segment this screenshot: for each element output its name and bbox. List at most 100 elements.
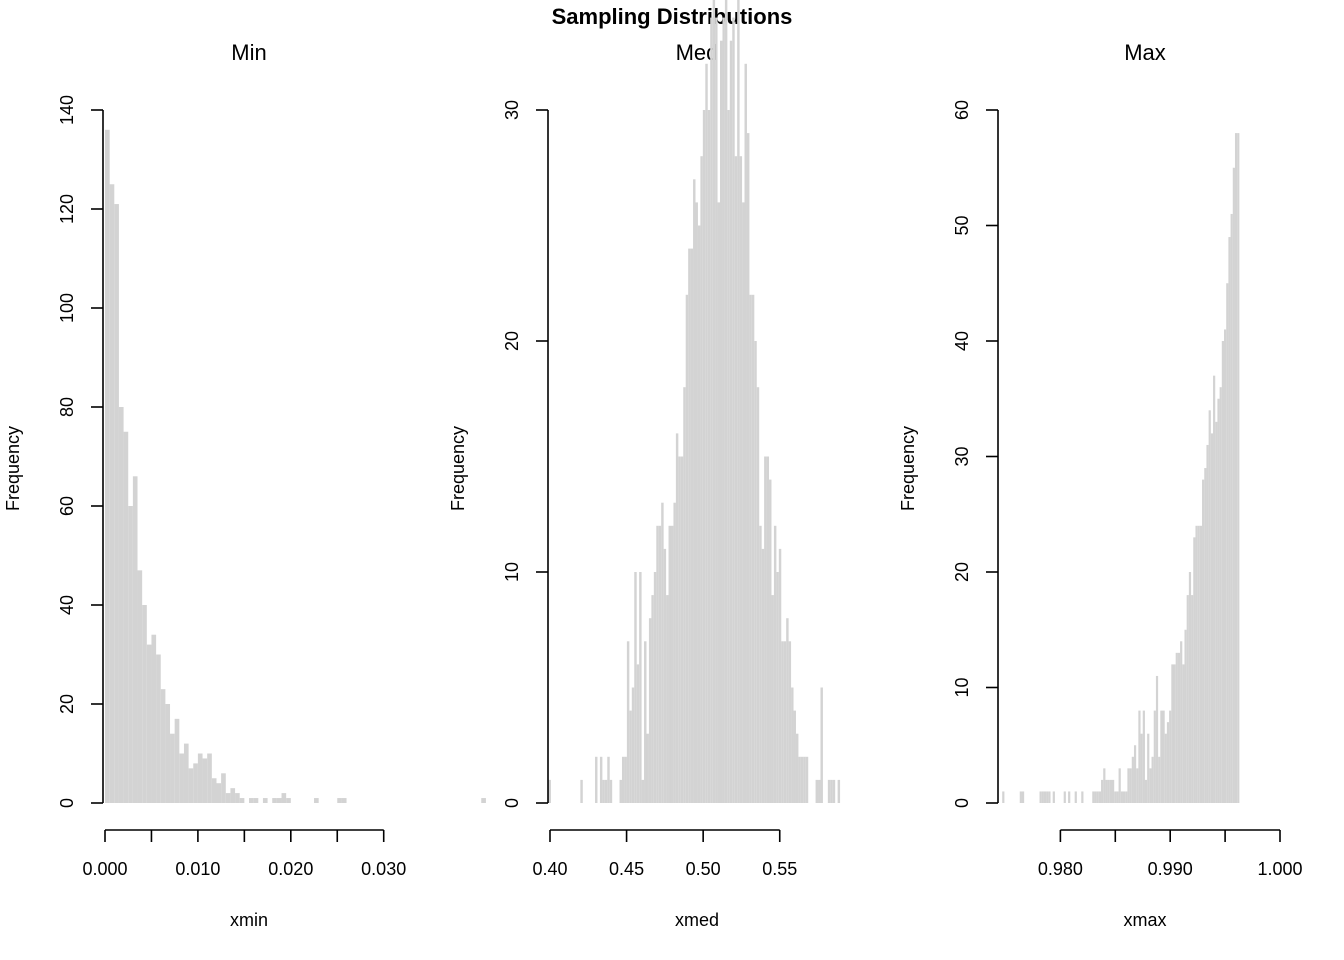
x-axis: 0.000 0.010 0.020 0.030 xmin [82,829,406,930]
y-tick-label: 0 [502,798,522,808]
histogram-bar [675,433,679,803]
y-tick-label: 10 [952,677,972,697]
histogram-bar [123,431,129,803]
histogram-bar [1169,710,1172,803]
histogram-bar [230,788,236,803]
histogram-bar [670,525,674,803]
histogram-bar [165,704,171,803]
histogram-bar [1052,791,1055,803]
y-tick-label: 60 [952,100,972,120]
histogram-bar [341,798,347,803]
histogram-bar [207,753,212,803]
histogram-bar [1147,733,1150,803]
histogram-bar [727,110,730,803]
histogram-bar [803,756,806,803]
histogram-bar [749,294,752,803]
histogram-bar [1232,167,1235,803]
histogram-bar [771,595,774,803]
histogram-bar [1039,791,1042,803]
bars [105,129,486,804]
y-tick-label: 120 [57,194,77,224]
histogram-bar [1144,779,1148,803]
x-axis-label: xmin [230,910,268,930]
histogram-bar [739,156,743,803]
histogram-bar [678,456,681,803]
histogram-bar [634,572,637,803]
histogram-bar [761,548,765,803]
histogram-bar [781,641,784,803]
figure-title: Sampling Distributions [552,4,793,29]
histogram-bar [641,779,645,803]
histogram-bar [225,793,231,803]
histogram-bar [805,756,809,803]
histogram-bar [783,641,787,803]
histogram-bar [661,502,664,803]
histogram-bar [658,525,662,803]
histogram-bar [827,779,831,803]
histogram-bar [769,479,772,803]
histogram-bar [216,783,222,803]
x-tick-label: 1.000 [1257,859,1302,879]
histogram-bar [766,456,770,803]
histogram-bar [179,753,184,803]
y-tick-label: 10 [502,562,522,582]
histogram-bar [604,779,608,803]
histogram-bar [1158,756,1161,803]
histogram-bar [1234,133,1238,804]
histogram-bar [690,248,694,804]
histogram-bar [146,644,152,803]
histogram-bar [720,40,723,803]
histogram-bar [1105,779,1108,803]
x-axis: 0.40 0.45 0.50 0.55 xmed [532,829,797,930]
histogram-bar [1171,664,1174,803]
histogram-bar [105,129,110,804]
histogram-bar [683,387,686,803]
histogram-bar [211,778,217,803]
histogram-bar [1098,791,1102,803]
histogram-bar [1092,791,1095,803]
x-tick-label: 0.990 [1148,859,1193,879]
y-tick-label: 50 [952,215,972,235]
histogram-bar [602,779,605,803]
panel-title: Min [231,40,266,65]
histogram-bar [631,687,635,803]
histogram-bar [644,641,647,803]
panel-title: Max [1124,40,1166,65]
histogram-bar [253,798,259,803]
y-tick-label: 80 [57,397,77,417]
y-axis-label: Frequency [3,426,23,511]
histogram-bar [778,548,782,803]
y-tick-label: 20 [952,562,972,582]
histogram-bar [1096,791,1099,803]
histogram-bar [820,687,823,803]
histogram-bar [607,756,610,803]
histogram-bar [1151,756,1154,803]
histogram-bar [1107,779,1110,803]
x-tick-label: 0.50 [686,859,721,879]
histogram-bar [1219,387,1222,803]
x-axis-label: xmed [675,910,719,930]
y-tick-label: 100 [57,293,77,323]
x-tick-label: 0.030 [361,859,406,879]
histogram-bar [1164,733,1167,803]
histogram-bar [744,63,747,804]
y-tick-label: 20 [502,331,522,351]
histogram-bar [1094,791,1097,803]
histogram-bar [800,756,804,803]
x-tick-label: 0.45 [609,859,644,879]
x-tick-label: 0.980 [1038,859,1083,879]
histogram-bar [1204,468,1207,803]
histogram-bar [818,779,821,803]
histogram-bar [142,605,147,803]
histogram-bar [754,341,757,803]
x-tick-label: 0.000 [82,859,127,879]
y-tick-label: 20 [57,694,77,714]
x-tick-label: 0.010 [175,859,220,879]
histogram-bar [1074,791,1077,803]
histogram-bar [1101,779,1104,803]
histogram-bar [188,768,194,803]
histogram-bar [1228,237,1231,804]
